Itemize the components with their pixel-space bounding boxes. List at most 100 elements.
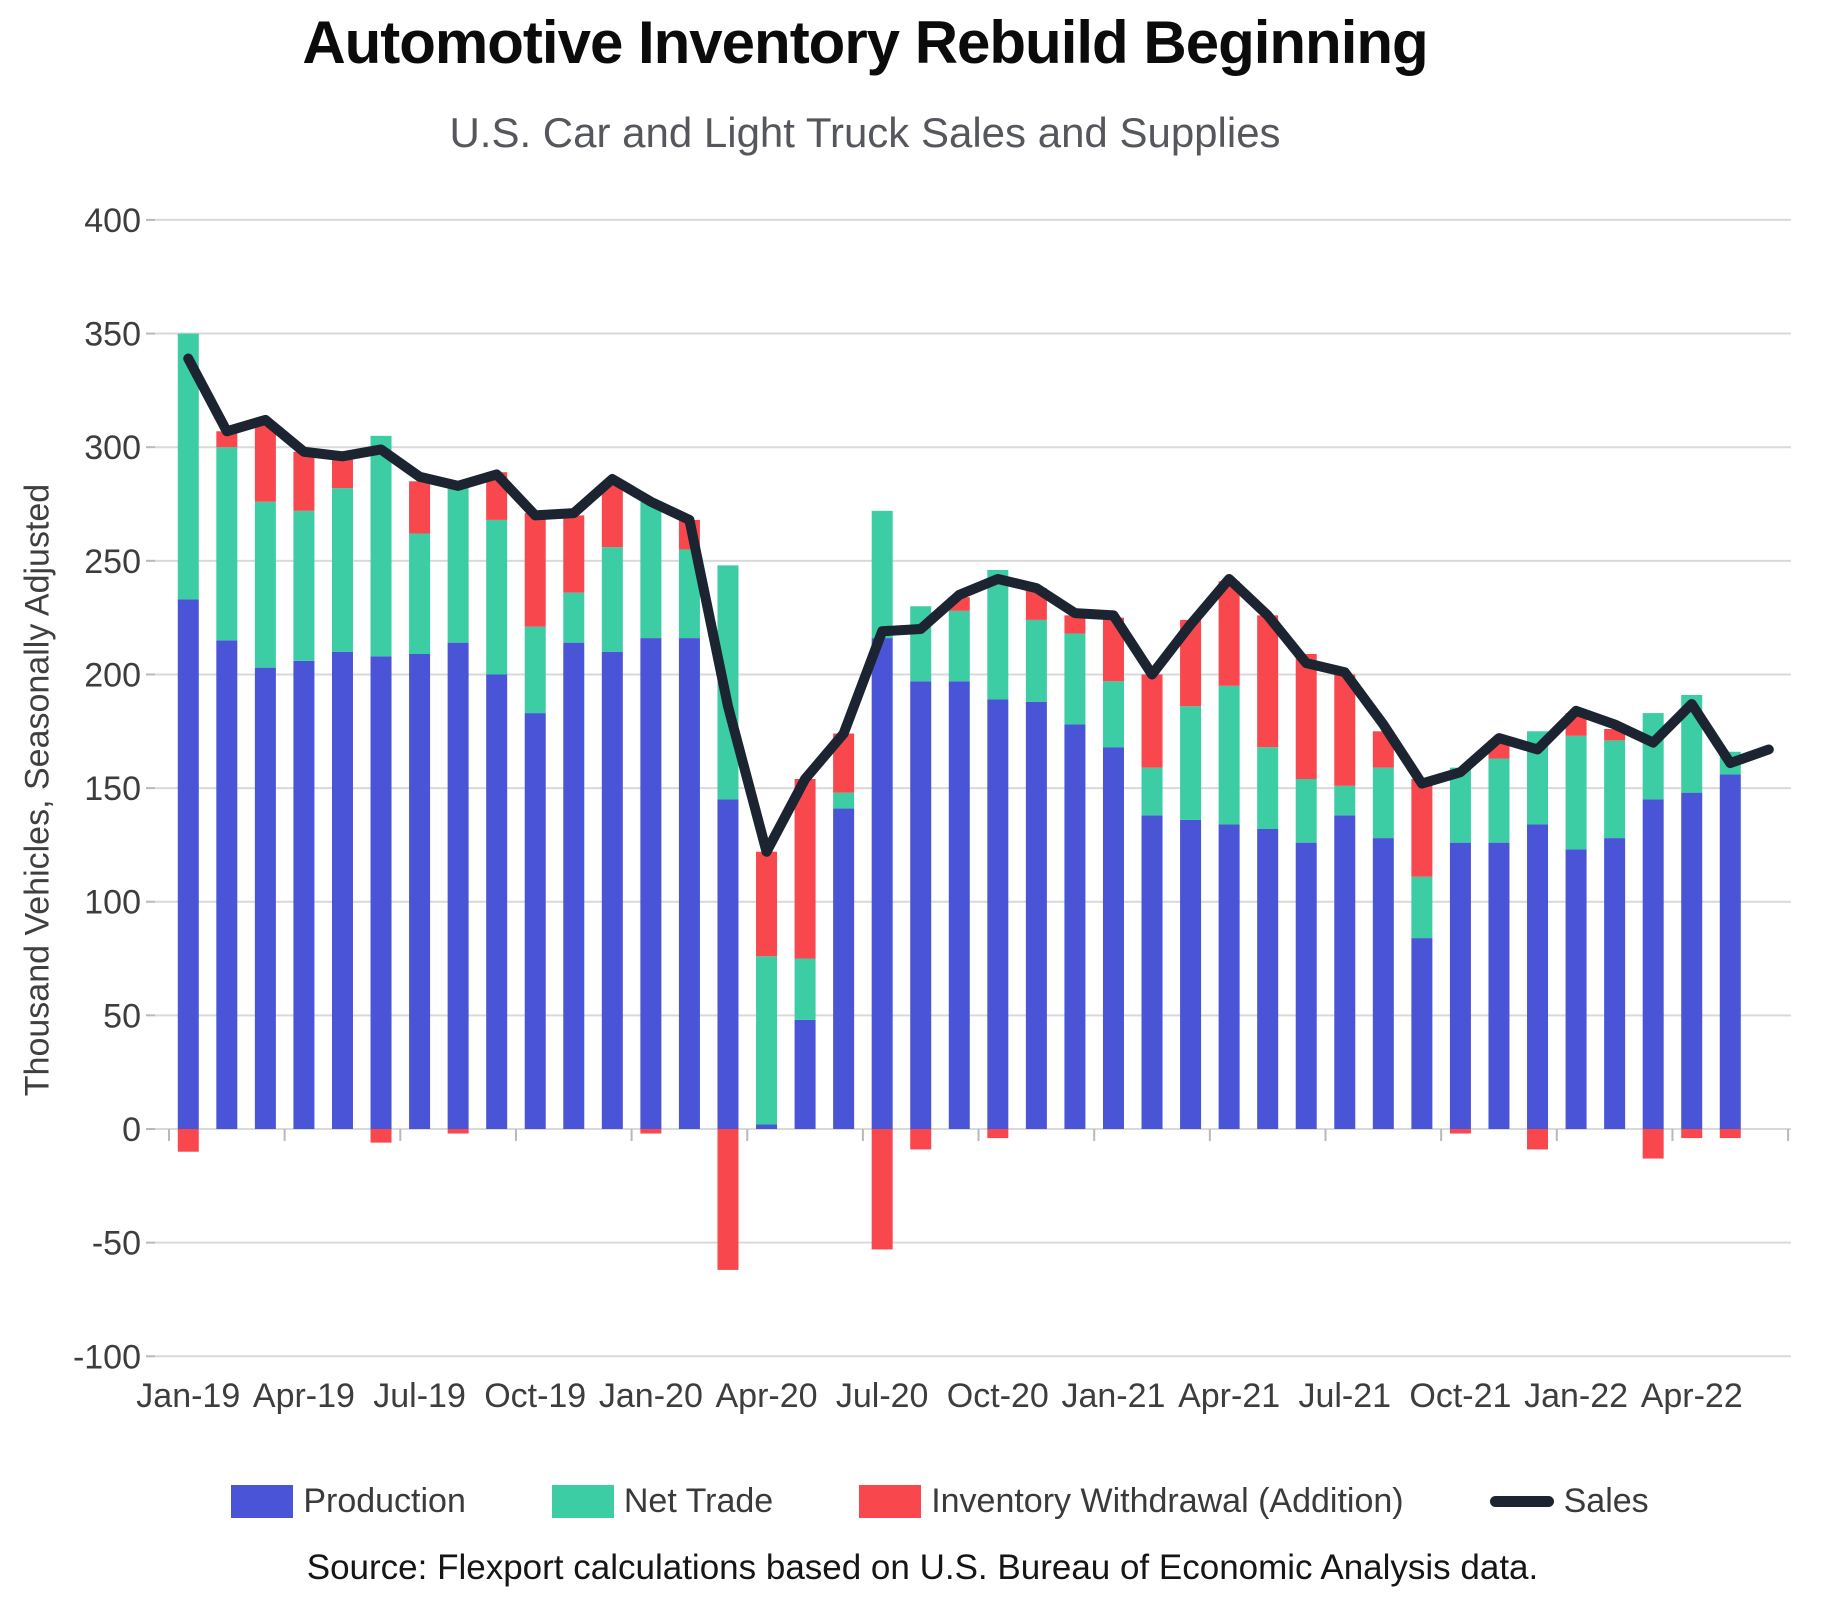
bar-segment-net-trade — [409, 533, 431, 655]
bar-segment-inventory-withdrawal-addition — [1449, 1129, 1471, 1134]
bar-segment-production — [177, 599, 199, 1129]
bar-segment-production — [216, 640, 238, 1129]
bar-segment-production — [1334, 815, 1356, 1129]
bar-segment-production — [948, 681, 970, 1129]
bar-segment-production — [1102, 747, 1124, 1129]
bar-segment-net-trade — [1218, 685, 1240, 825]
bar-segment-net-trade — [524, 626, 546, 714]
bar-segment-inventory-withdrawal-addition — [331, 458, 353, 489]
bar-segment-inventory-withdrawal-addition — [1334, 674, 1356, 786]
bar-segment-production — [1719, 774, 1741, 1129]
bar-segment-inventory-withdrawal-addition — [794, 779, 816, 959]
bar-segment-inventory-withdrawal-addition — [409, 481, 431, 534]
bar-segment-net-trade — [1642, 713, 1664, 800]
bar-segment-production — [1141, 815, 1163, 1129]
bar-segment-net-trade — [177, 333, 199, 600]
bar-segment-net-trade — [1102, 681, 1124, 748]
bar-segment-production — [794, 1019, 816, 1129]
bar-segment-net-trade — [756, 956, 778, 1125]
bar-segment-production — [678, 638, 700, 1129]
x-tick-label: Jan-21 — [1061, 1377, 1165, 1415]
source-note: Source: Flexport calculations based on U… — [306, 1548, 1539, 1587]
bar-segment-net-trade — [370, 435, 392, 657]
sales-line — [183, 353, 1774, 857]
bar-segment-inventory-withdrawal-addition — [1411, 779, 1433, 877]
bar-segment-production — [601, 651, 623, 1129]
bar-segment-production — [1604, 838, 1626, 1129]
legend-item-inventory-withdrawal-addition: Inventory Withdrawal (Addition) — [859, 1482, 1404, 1521]
bar-segment-production — [447, 642, 469, 1129]
bar-segment-inventory-withdrawal-addition — [1218, 581, 1240, 686]
x-tick-label: Apr-20 — [715, 1377, 817, 1415]
legend-label: Sales — [1563, 1482, 1649, 1520]
bar-segment-net-trade — [216, 447, 238, 641]
bar-segment-inventory-withdrawal-addition — [1141, 674, 1163, 768]
bar-segment-inventory-withdrawal-addition — [910, 1129, 932, 1150]
bar-segment-production — [524, 713, 546, 1129]
bar-segment-net-trade — [1064, 633, 1086, 725]
bar-segment-inventory-withdrawal-addition — [447, 1129, 469, 1134]
bar-segment-inventory-withdrawal-addition — [833, 733, 855, 793]
bar-segment-production — [1411, 938, 1433, 1129]
bar-segment-net-trade — [1488, 758, 1510, 843]
legend-item-sales: Sales — [1489, 1482, 1649, 1521]
bar-segment-net-trade — [1372, 767, 1394, 839]
bar-segment-net-trade — [254, 501, 276, 668]
bar-segment-production — [370, 656, 392, 1129]
bar-segment-inventory-withdrawal-addition — [987, 1129, 1009, 1139]
bar-segment-production — [1025, 701, 1047, 1129]
bar-segment-net-trade — [293, 510, 315, 661]
bar-segment-production — [987, 699, 1009, 1129]
bar-segment-production — [1681, 792, 1703, 1129]
y-tick-label: 100 — [84, 884, 141, 922]
x-tick-label: Apr-19 — [253, 1377, 355, 1415]
x-tick-label: Jan-19 — [136, 1377, 240, 1415]
bar-segment-inventory-withdrawal-addition — [1642, 1129, 1664, 1159]
bar-segment-production — [254, 667, 276, 1129]
bar-segment-production — [409, 654, 431, 1129]
bar-segment-production — [293, 660, 315, 1129]
legend-item-net-trade: Net Trade — [551, 1482, 773, 1521]
bar-segment-production — [1295, 842, 1317, 1129]
bar-segment-inventory-withdrawal-addition — [293, 451, 315, 511]
y-tick-label: 250 — [84, 543, 141, 581]
bar-segment-inventory-withdrawal-addition — [1681, 1129, 1703, 1139]
bar-segment-inventory-withdrawal-addition — [1180, 619, 1202, 707]
bar-segment-net-trade — [1141, 767, 1163, 816]
bar-segment-production — [1180, 819, 1202, 1129]
bar-segment-net-trade — [948, 610, 970, 682]
bar-segment-production — [1565, 849, 1587, 1129]
legend-swatch-net-trade — [551, 1485, 614, 1518]
bar-segment-net-trade — [987, 569, 1009, 700]
x-tick-label: Oct-19 — [484, 1377, 586, 1415]
bar-segment-net-trade — [1025, 619, 1047, 702]
bar-segment-net-trade — [1565, 735, 1587, 850]
y-tick-label: 400 — [84, 202, 141, 240]
bar-segment-production — [563, 642, 585, 1129]
chart-header: Automotive Inventory Rebuild Beginning U… — [0, 0, 1730, 157]
bar-segment-production — [871, 638, 893, 1129]
bar-segment-net-trade — [331, 488, 353, 652]
bar-segment-net-trade — [640, 501, 662, 639]
legend-item-production: Production — [231, 1482, 466, 1521]
x-tick-label: Jul-19 — [373, 1377, 466, 1415]
bar-segment-inventory-withdrawal-addition — [1064, 615, 1086, 634]
legend-swatch-sales — [1489, 1496, 1554, 1507]
bar-segment-inventory-withdrawal-addition — [871, 1129, 893, 1250]
bar-segment-net-trade — [678, 549, 700, 639]
x-tick-label: Apr-21 — [1178, 1377, 1280, 1415]
bar-segment-inventory-withdrawal-addition — [1719, 1129, 1741, 1139]
bar-segment-inventory-withdrawal-addition — [177, 1129, 199, 1152]
bar-segment-net-trade — [1411, 876, 1433, 939]
bar-segment-inventory-withdrawal-addition — [1295, 654, 1317, 780]
bar-segment-production — [833, 808, 855, 1129]
bar-segment-production — [486, 674, 508, 1129]
bar-segment-net-trade — [1604, 740, 1626, 839]
bar-segment-inventory-withdrawal-addition — [524, 513, 546, 627]
bar-segment-inventory-withdrawal-addition — [563, 515, 585, 593]
bar-segment-inventory-withdrawal-addition — [370, 1129, 392, 1143]
bar-segment-production — [331, 651, 353, 1129]
chart-subtitle: U.S. Car and Light Truck Sales and Suppl… — [449, 109, 1281, 156]
